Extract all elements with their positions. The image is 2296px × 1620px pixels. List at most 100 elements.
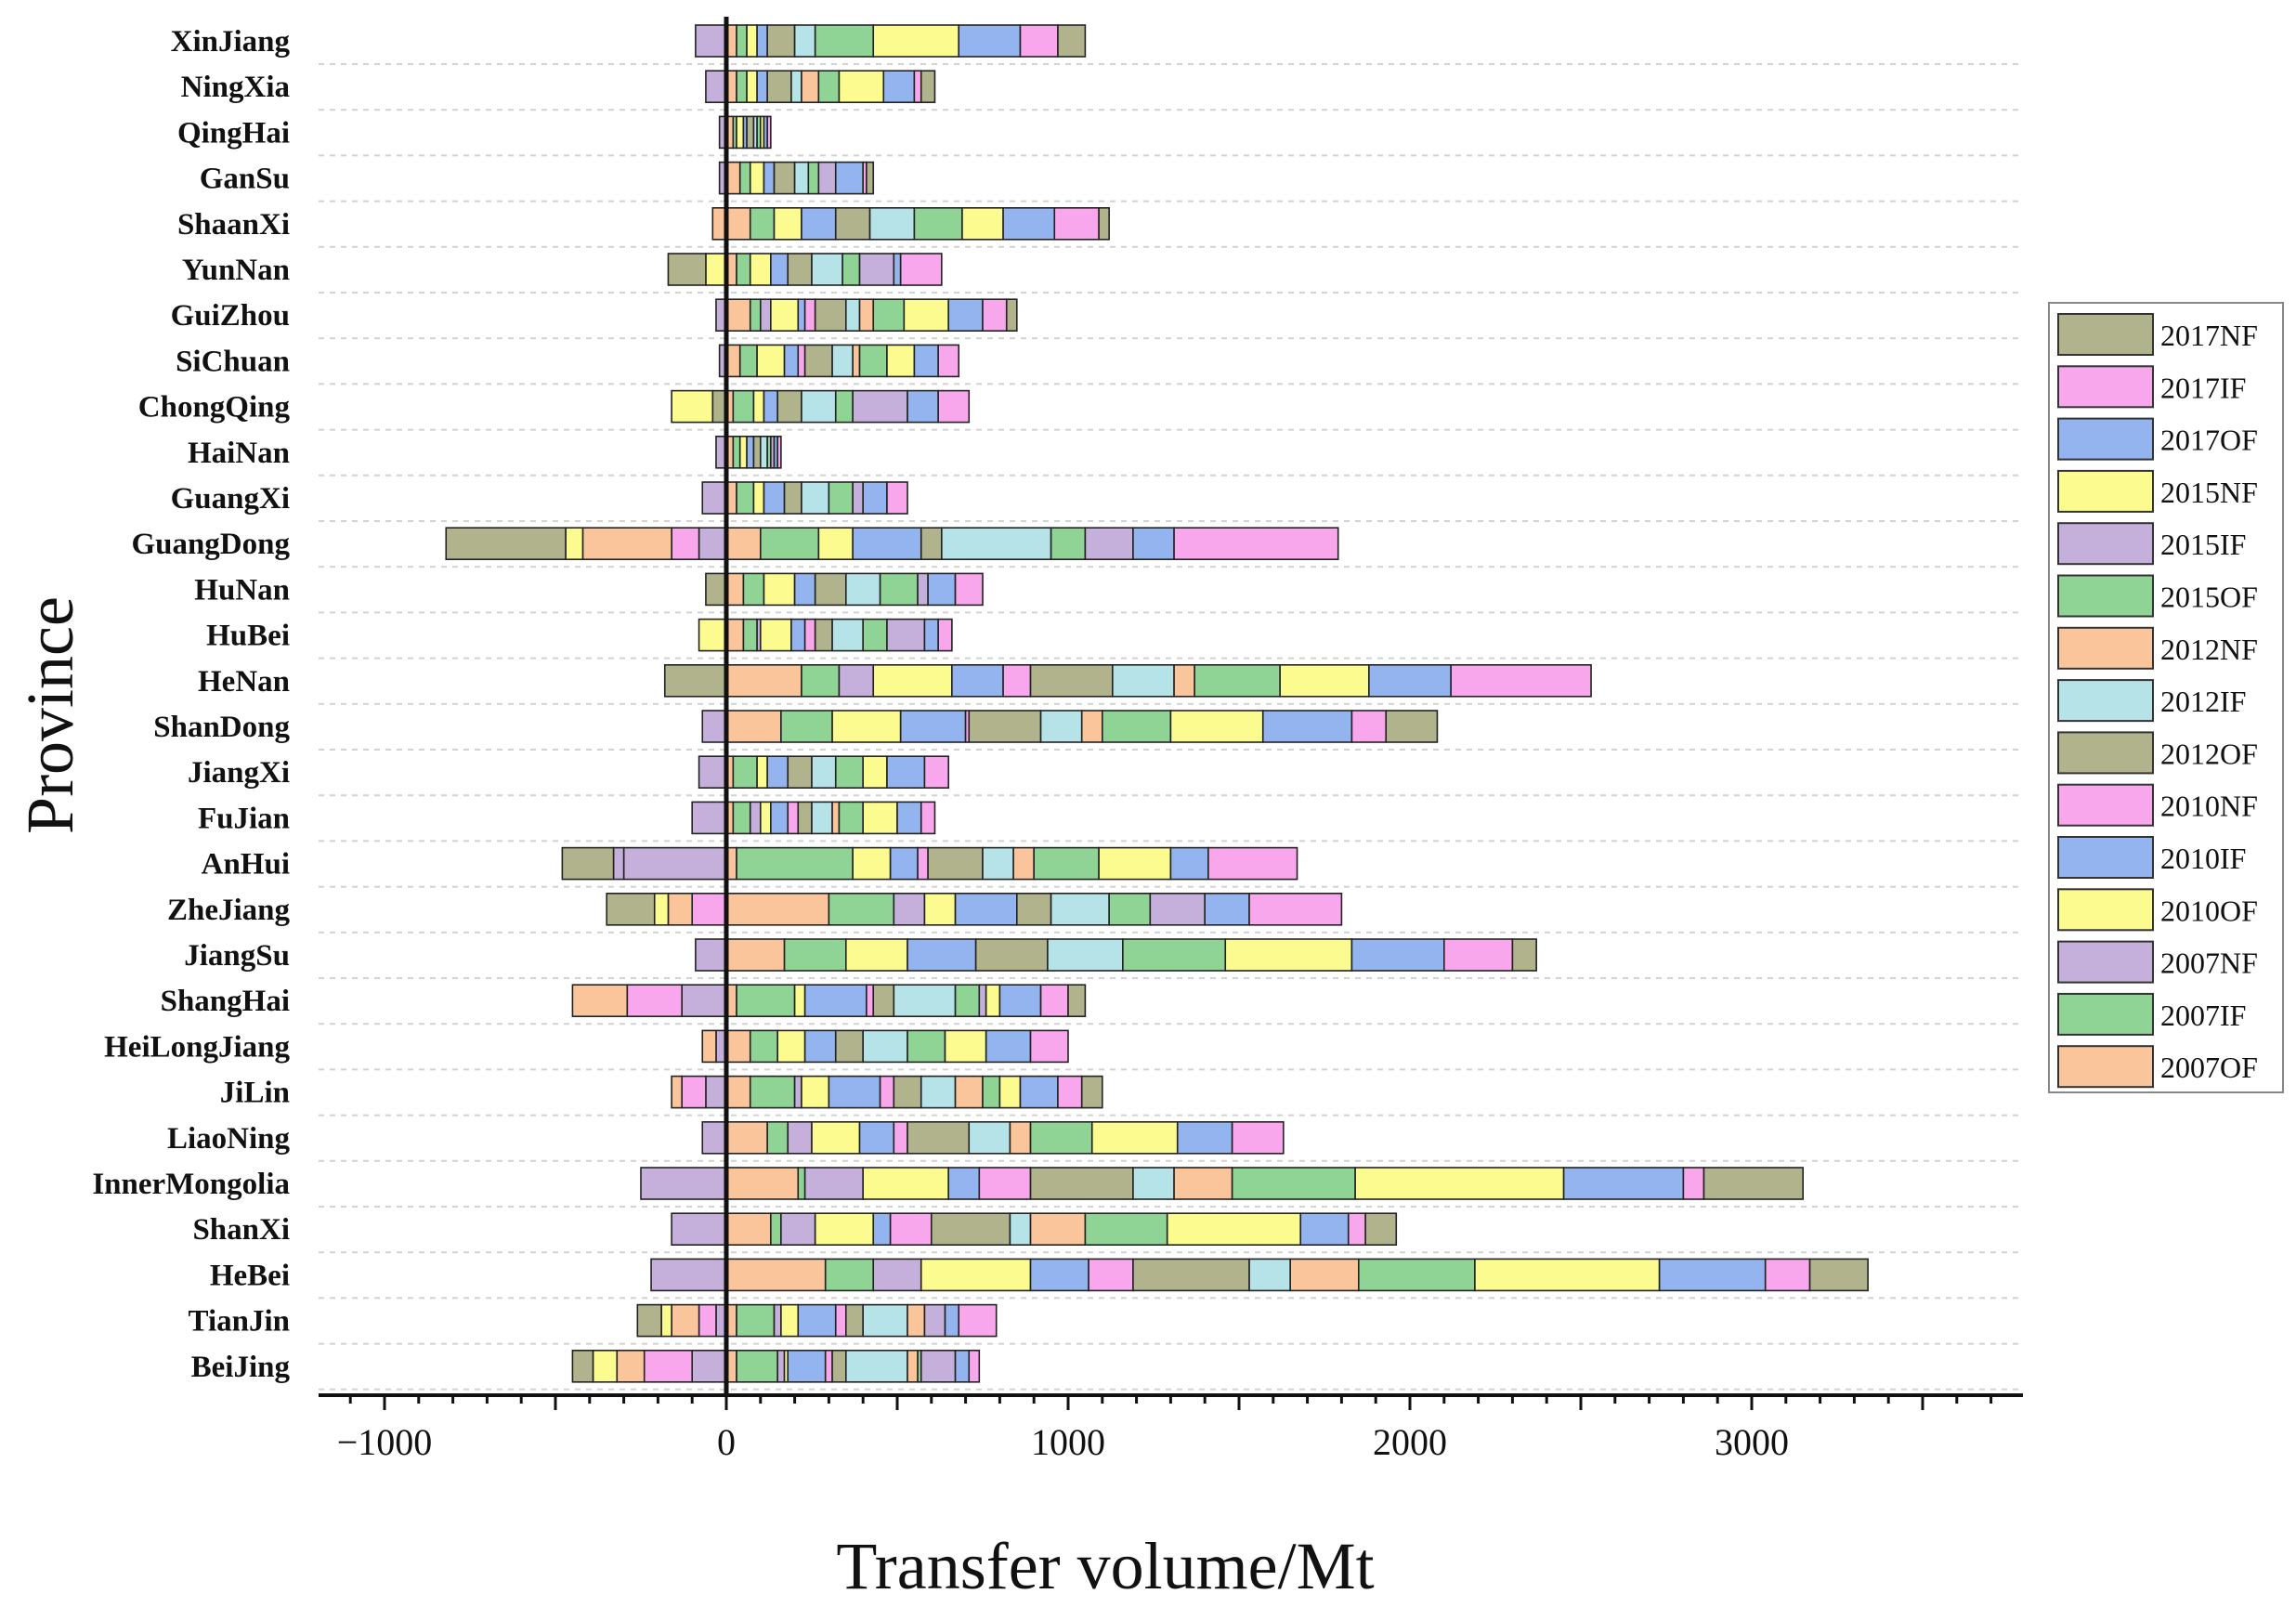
bar-segment-negative [640,1167,727,1200]
bar-segment [838,801,865,835]
y-tick-label: FuJian [198,802,290,835]
bar-segment [937,618,953,652]
bar-segment [838,663,875,698]
y-axis: BeiJing TianJin HeBei ShanXi InnerMongolia Li… [92,25,290,1384]
bar-segment [787,801,800,835]
bar-segment-negative [705,253,727,286]
legend-swatch [2057,417,2154,461]
bar-segment [852,527,922,561]
legend-swatch [2057,1045,2154,1089]
bar-segment [954,1350,971,1383]
bar-segment [872,298,906,333]
bar-segment [1122,938,1227,972]
bar-segment [1029,1121,1093,1155]
bar-segment [1009,1121,1032,1155]
bar-segment [736,253,751,286]
bar-segment [756,344,786,378]
bar-segment [763,161,776,195]
bar-segment [838,70,885,103]
bar-segment [725,527,762,561]
bar-segment [1231,1167,1356,1200]
bar-segment [746,115,755,150]
bar-segment [893,1075,922,1109]
x-tick-label: 2000 [1373,1421,1447,1463]
bar-segment [797,1167,806,1200]
legend-swatch [2057,313,2154,356]
bar-segment [817,161,837,195]
bar-segment [725,663,802,698]
bar-segment [749,1029,779,1064]
bar-segment [746,70,758,103]
legend-label: 2012NF [2160,633,2258,666]
bar-segment-negative [612,846,625,881]
y-tick-label: BeiJing [191,1351,291,1384]
bar-segment [937,389,971,424]
bar-segment-negative [643,1350,693,1383]
bar-segment [893,253,902,286]
bar-segment-negative [667,892,694,926]
bar-segment [1039,984,1069,1017]
bar-segment [893,1121,908,1155]
bar-segment [872,984,895,1017]
bar-segment [852,481,864,515]
bar-segment-negative [571,984,629,1017]
bar-segment-negative [663,663,727,698]
bar-segment [1012,846,1035,881]
bar-segment [844,1350,908,1383]
y-tick-label: HaiNan [188,437,290,470]
y-tick-label: LiaoNing [167,1122,291,1156]
bar-segment [1084,527,1134,561]
bar-segment [1511,938,1537,972]
bar-segment [923,618,939,652]
bar-segment [793,161,810,195]
y-tick-label: NingXia [181,71,290,104]
bar-segment [923,1303,946,1338]
bar-segment [858,253,895,286]
y-axis-title: Province [13,596,87,834]
bar-segment [828,1075,881,1109]
bar-segment [998,984,1042,1017]
bar-segment [1289,1258,1360,1292]
bar-segment-negative [701,1121,727,1155]
bar-segment [985,1029,1032,1064]
bar-segment [886,344,916,378]
bar-segment [834,1029,865,1064]
bar-segment [872,24,960,58]
bar-segment [738,161,751,195]
bar-segment [1169,710,1264,743]
y-tick-label: GanSu [200,163,290,196]
bar-segment [1098,846,1172,881]
bar-segment [862,618,888,652]
bar-segment [978,1167,1032,1200]
bar-segment [1347,1212,1366,1246]
bar-segment-negative [581,527,672,561]
bar-segment [1029,663,1114,698]
bar-segment [1080,1075,1103,1109]
bar-segment [944,1303,960,1338]
bar-segment [844,1303,864,1338]
bar-segment [978,984,987,1017]
bar-segment-negative [698,618,727,652]
bar-segment [1279,663,1370,698]
bar-segment [773,161,796,195]
bar-segment [1702,1167,1804,1200]
legend-swatch [2057,888,2154,932]
bar-segment-negative [695,938,727,972]
bar-segment [725,1167,800,1200]
bar-segment [1224,938,1353,972]
bar-segment [1194,663,1281,698]
bar-segment [749,801,762,835]
y-tick-label: GuiZhou [171,299,290,333]
bar-segment [1204,892,1250,926]
bar-segment [927,846,984,881]
bar-segment [831,344,854,378]
bar-segment [1385,710,1439,743]
bar-segment [1029,1212,1087,1246]
bar-segment [913,70,922,103]
bar-segment [752,435,762,469]
bar-segment [766,115,772,150]
bar-segment [770,298,800,333]
legend-swatch [2057,940,2154,984]
bar-segment [756,24,768,58]
